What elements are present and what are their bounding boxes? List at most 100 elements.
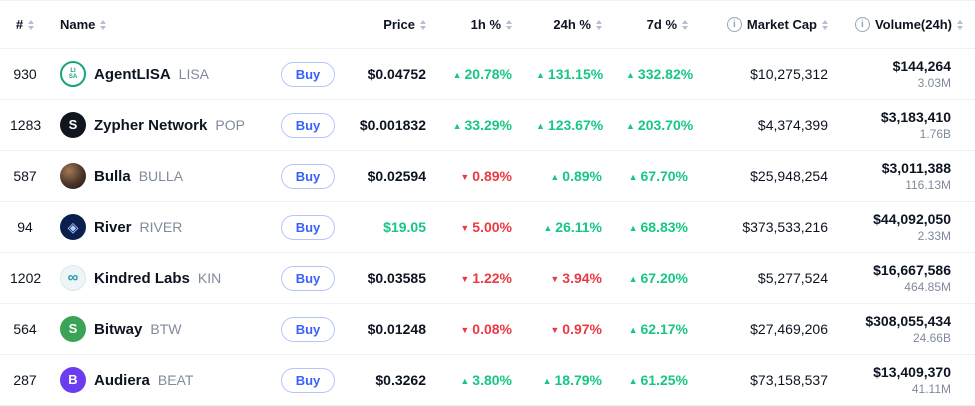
coin-symbol: POP — [215, 117, 245, 133]
volume-cell: $16,667,586 464.85M — [842, 262, 975, 294]
coin-icon: ∞ — [60, 265, 86, 291]
header-name-label: Name — [60, 17, 96, 32]
change-7d: 203.70% — [616, 117, 702, 133]
change-7d: 61.25% — [616, 372, 702, 388]
buy-button[interactable]: Buy — [280, 163, 336, 189]
coin-name-cell[interactable]: S Bitway BTW — [50, 316, 268, 342]
coin-price: $0.001832 — [359, 117, 426, 133]
table-row[interactable]: 94 ◈ River RIVER Buy $19.05 5.00% 26.11%… — [0, 202, 975, 253]
coin-symbol: RIVER — [139, 219, 183, 235]
market-cap: $73,158,537 — [750, 372, 828, 388]
coin-rank: 1202 — [10, 270, 42, 286]
coin-name-cell[interactable]: ∞ Kindred Labs KIN — [50, 265, 268, 291]
volume-usd: $16,667,586 — [873, 262, 951, 278]
market-cap: $4,374,399 — [757, 117, 828, 133]
header-volume-label: Volume(24h) — [874, 17, 952, 32]
table-row[interactable]: 564 S Bitway BTW Buy $0.01248 0.08% 0.97… — [0, 304, 975, 355]
coin-symbol: BEAT — [157, 372, 194, 388]
coin-price: $0.03585 — [367, 270, 426, 286]
sort-icon — [957, 19, 963, 30]
volume-usd: $3,183,410 — [880, 109, 951, 125]
change-1h: 1.22% — [440, 270, 526, 286]
volume-coin: 2.33M — [917, 229, 951, 243]
table-row[interactable]: 287 B Audiera BEAT Buy $0.3262 3.80% 18.… — [0, 355, 975, 406]
coin-name: Kindred Labs — [94, 269, 190, 287]
buy-button[interactable]: Buy — [280, 367, 336, 393]
header-7d[interactable]: 7d % — [616, 17, 702, 32]
table-row[interactable]: 587 Bulla BULLA Buy $0.02594 0.89% 0.89%… — [0, 151, 975, 202]
buy-button[interactable]: Buy — [280, 265, 336, 291]
info-icon[interactable]: i — [854, 17, 870, 32]
coin-rank: 1283 — [10, 117, 42, 133]
header-1h-label: 1h % — [470, 17, 501, 32]
coin-name-cell[interactable]: ◈ River RIVER — [50, 214, 268, 240]
coin-icon-glyph: B — [68, 372, 78, 388]
volume-cell: $13,409,370 41.11M — [842, 364, 975, 396]
change-1h: 33.29% — [440, 117, 526, 133]
table-row[interactable]: 1202 ∞ Kindred Labs KIN Buy $0.03585 1.2… — [0, 253, 975, 304]
coin-name-cell[interactable]: LI SA AgentLISA LISA — [50, 61, 268, 87]
coin-symbol: LISA — [178, 66, 210, 82]
coin-icon-glyph: ◈ — [67, 218, 79, 235]
header-1h[interactable]: 1h % — [440, 17, 526, 32]
market-cap: $373,533,216 — [742, 219, 828, 235]
coin-name-cell[interactable]: B Audiera BEAT — [50, 367, 268, 393]
buy-cell: Buy — [268, 265, 348, 291]
header-name[interactable]: Name — [50, 17, 268, 32]
buy-cell: Buy — [268, 61, 348, 87]
sort-icon — [28, 19, 35, 30]
coin-icon-glyph: LI SA — [68, 67, 78, 80]
buy-button[interactable]: Buy — [280, 112, 336, 138]
volume-cell: $44,092,050 2.33M — [842, 211, 975, 243]
sort-icon — [682, 19, 688, 30]
volume-usd: $308,055,434 — [865, 313, 951, 329]
table-row[interactable]: 930 LI SA AgentLISA LISA Buy $0.04752 20… — [0, 49, 975, 100]
header-volume[interactable]: i Volume(24h) — [842, 17, 975, 32]
header-market-cap[interactable]: i Market Cap — [702, 17, 842, 32]
table-header-row: # Name Price 1h % 24h % 7d % i Market Ca… — [0, 1, 975, 49]
coin-icon: LI SA — [60, 61, 86, 87]
coin-name-cell[interactable]: S Zypher Network POP — [50, 112, 268, 138]
buy-cell: Buy — [268, 367, 348, 393]
sort-icon — [420, 19, 426, 30]
buy-button[interactable]: Buy — [280, 316, 336, 342]
buy-cell: Buy — [268, 316, 348, 342]
info-icon[interactable]: i — [726, 17, 742, 32]
volume-cell: $144,264 3.03M — [842, 58, 975, 90]
buy-button[interactable]: Buy — [280, 61, 336, 87]
volume-coin: 464.85M — [904, 280, 951, 294]
change-1h: 20.78% — [440, 66, 526, 82]
market-cap: $10,275,312 — [750, 66, 828, 82]
change-7d: 68.83% — [616, 219, 702, 235]
coin-name-cell[interactable]: Bulla BULLA — [50, 163, 268, 189]
coin-name: AgentLISA — [94, 65, 171, 83]
header-price[interactable]: Price — [348, 17, 440, 32]
coin-name: Zypher Network — [94, 116, 208, 134]
sort-icon — [596, 19, 602, 30]
change-24h: 0.89% — [526, 168, 616, 184]
change-24h: 0.97% — [526, 321, 616, 337]
volume-coin: 3.03M — [917, 76, 951, 90]
coin-name: Bulla — [94, 167, 131, 185]
change-24h: 131.15% — [526, 66, 616, 82]
buy-cell: Buy — [268, 214, 348, 240]
table-row[interactable]: 1283 S Zypher Network POP Buy $0.001832 … — [0, 100, 975, 151]
change-7d: 67.70% — [616, 168, 702, 184]
volume-usd: $3,011,388 — [881, 160, 951, 176]
change-1h: 0.08% — [440, 321, 526, 337]
coin-rank: 94 — [17, 219, 33, 235]
coin-icon — [60, 163, 86, 189]
coin-name: River — [94, 218, 132, 236]
change-24h: 3.94% — [526, 270, 616, 286]
volume-usd: $13,409,370 — [873, 364, 951, 380]
change-24h: 123.67% — [526, 117, 616, 133]
buy-button[interactable]: Buy — [280, 214, 336, 240]
header-market-cap-label: Market Cap — [746, 17, 817, 32]
coin-price: $0.01248 — [367, 321, 426, 337]
header-24h[interactable]: 24h % — [526, 17, 616, 32]
sort-icon — [822, 19, 828, 30]
change-1h: 5.00% — [440, 219, 526, 235]
header-rank[interactable]: # — [0, 17, 50, 32]
sort-icon — [506, 19, 512, 30]
coin-price: $19.05 — [383, 219, 426, 235]
